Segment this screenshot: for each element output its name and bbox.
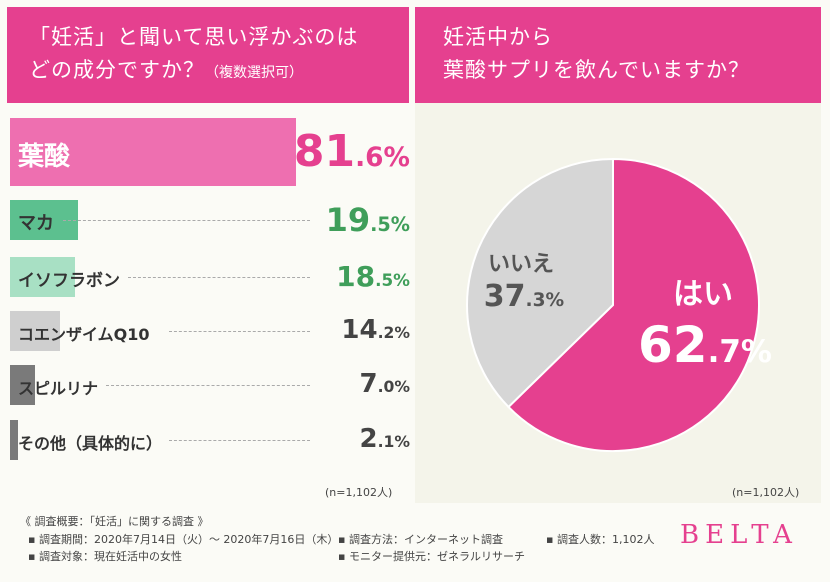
bar-value-label: 18.5% (336, 260, 410, 294)
bar (10, 118, 296, 186)
bar (10, 365, 35, 405)
bar-category-label: イソフラボン (18, 271, 120, 292)
bar-value-label: 81.6% (293, 125, 410, 177)
bar-row: マカ 19.5% (10, 200, 410, 240)
bar-category-label: スピルリナ (18, 379, 99, 398)
bar-value-label: 2.1% (359, 424, 411, 455)
pie-value-label: 37.3% (484, 279, 565, 314)
bar-value-label: 19.5% (325, 200, 410, 239)
bar-row: スピルリナ 7.0% (10, 365, 410, 405)
bar-chart-n-note: (n=1,102人) (325, 486, 393, 499)
bar-category-label: 葉酸 (18, 141, 71, 172)
survey-period: ▪ 調査期間：2020年7月14日（火）～ 2020年7月16日（木） (28, 533, 339, 546)
bar-category-label: マカ (18, 212, 54, 234)
pie-slice (507, 157, 760, 452)
belta-logo: BELTA (680, 520, 798, 550)
leader-line (127, 277, 310, 278)
bar-row: その他（具体的に） 2.1% (10, 420, 410, 460)
pie-category-label: いいえ (488, 252, 554, 277)
left-question-header: 「妊活」と聞いて思い浮かぶのは どの成分ですか？（複数選択可） (7, 7, 409, 103)
pie-chart-n-note: (n=1,102人) (732, 486, 800, 499)
bar-category-label: その他（具体的に） (18, 434, 163, 453)
leader-line (169, 331, 310, 332)
survey-target: ▪ 調査対象：現在妊活中の女性 (28, 550, 182, 563)
pie-value-label: 62.7% (638, 316, 772, 374)
bar (10, 311, 60, 351)
bar (10, 420, 18, 460)
pie-slice (466, 157, 614, 409)
pie-category-label: はい (673, 277, 733, 312)
right-header-line1: 妊活中から (443, 25, 553, 49)
survey-count: ▪ 調査人数：1,102人 (546, 533, 655, 546)
bar-category-label: コエンザイムQ10 (18, 325, 150, 344)
right-header-line2: 葉酸サプリを飲んでいますか？ (443, 58, 750, 82)
leader-line (169, 440, 310, 441)
bar-value-label: 14.2% (341, 315, 410, 346)
leader-line (106, 385, 310, 386)
left-header-line2-main: どの成分ですか？ (29, 58, 205, 82)
survey-heading: 《 調査概要：「妊活」に関する調査 》 (20, 515, 209, 528)
survey-method: ▪ 調査方法：インターネット調査 (338, 533, 503, 546)
survey-provider: ▪ モニター提供元：ゼネラルリサーチ (338, 550, 525, 563)
right-question-header: 妊活中から 葉酸サプリを飲んでいますか？ (415, 7, 821, 103)
left-header-line2-small: （複数選択可） (205, 65, 303, 81)
bar-row: 葉酸 81.6% (10, 118, 410, 186)
bar-value-label: 7.0% (359, 369, 411, 400)
bar-row: コエンザイムQ10 14.2% (10, 311, 410, 351)
left-header-line1: 「妊活」と聞いて思い浮かぶのは (29, 25, 359, 49)
bar (10, 257, 75, 297)
bar-row: イソフラボン 18.5% (10, 257, 410, 297)
left-header-line2: どの成分ですか？（複数選択可） (29, 54, 409, 90)
leader-line (63, 220, 310, 221)
